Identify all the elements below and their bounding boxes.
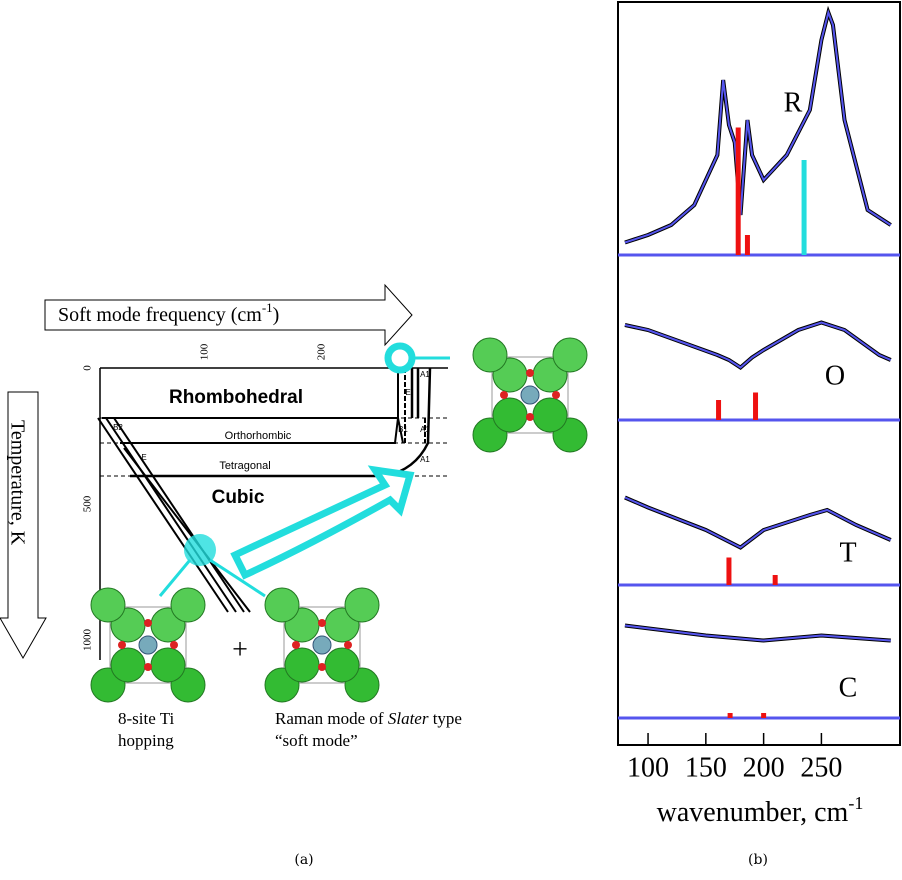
arrow-title-text: Soft mode frequency (cm [58,304,262,326]
crystal-atom [284,647,320,683]
phase-label: Tetragonal [219,460,270,472]
crystal-atom [526,413,534,421]
crystal-atom [110,647,146,683]
temperature-label: Temperature, K [6,420,28,546]
crystal-atom [500,391,508,399]
crystal-atom [324,647,360,683]
mode-label: E [405,388,410,397]
crystal-atom [292,641,300,649]
highlight-ring [384,342,416,374]
x-tick-label: 250 [800,752,842,783]
phase-label: Orthorhombic [225,430,292,442]
crystal-cell [283,606,361,684]
spectrum-fit [624,624,891,642]
temp-tick-label: 1000 [82,629,94,652]
crystal [90,587,206,703]
crystal-atom [90,587,126,623]
highlight-arrow [158,558,266,598]
caption: “soft mode” [275,731,358,750]
caption: 8-site Ti [118,709,174,728]
x-tick-label: 150 [685,752,727,783]
big-curved-arrow [230,465,415,580]
freq-tick-label: 200 [316,343,328,360]
crystal-atom [144,663,152,671]
x-tick-label: 100 [627,752,669,783]
spectrum [624,5,892,245]
crystal [264,587,380,703]
mode-label: A1 [420,455,430,464]
spectrum-fit [624,496,892,549]
arrow [44,283,413,347]
arrow-title-sup: -1 [262,300,273,315]
panel-phase-label: T [839,537,856,568]
panel-label: (a) [294,852,313,868]
crystal-atom [492,397,528,433]
plot-frame [617,1,901,746]
soft-mode-line [404,368,426,443]
caption-part: type [428,709,462,728]
crystal-atom [144,619,152,627]
caption: Raman mode of Slater type [275,709,462,728]
plus: + [232,634,248,665]
crystal-atom [150,647,186,683]
temp-tick-label: 500 [82,495,94,512]
mode-label: B2 [113,423,123,432]
mode-label: E [141,453,146,462]
crystal-atom [552,391,560,399]
crystal-atom [170,641,178,649]
crystal [472,337,588,453]
panel-phase-label: O [825,360,845,391]
mode-label: B1 [398,425,408,434]
phase-label: Rhombohedral [169,387,303,408]
mode-label: A1 [420,425,430,434]
highlight [158,342,450,598]
arrow-title-end: ) [273,304,280,326]
caption: hopping [118,731,174,750]
highlight-dot [184,534,216,566]
crystal-atom [318,619,326,627]
freq-tick-label: 100 [199,343,211,360]
crystal-atom [318,663,326,671]
temp-tick-label: 0 [82,365,94,371]
crystal-cell [109,606,187,684]
crystal-atom [344,587,380,623]
arrow-title: Soft mode frequency (cm-1) [58,300,279,326]
arrow [0,391,47,660]
caption-part: Slater [388,709,429,728]
crystal-atom [118,641,126,649]
spectrum-fit [624,321,892,369]
crystal-atom [526,369,534,377]
spectrum [624,320,892,370]
crystal-atom [552,337,588,373]
panel-phase-label: R [784,87,803,118]
phase-label: Cubic [212,487,265,508]
crystal-atom [138,635,158,655]
crystal-atom [312,635,332,655]
caption-part: Raman mode of [275,709,388,728]
crystal-atom [344,641,352,649]
soft-mode-line [130,367,432,478]
crystal-atom [472,337,508,373]
spectrum-fit [624,9,892,244]
x-axis-label-text: wavenumber, cm [657,797,849,828]
x-tick-label: 200 [743,752,785,783]
x-axis-label-sup: -1 [848,793,863,813]
x-axis-label: wavenumber, cm-1 [657,793,864,828]
mode-label: A1 [420,370,430,379]
crystal-atom [532,397,568,433]
crystal-atom [170,587,206,623]
crystal-atom [264,587,300,623]
panel-label: (b) [748,852,768,868]
crystal-atom [520,385,540,405]
panel-phase-label: C [839,672,858,703]
crystal-cell [491,356,569,434]
